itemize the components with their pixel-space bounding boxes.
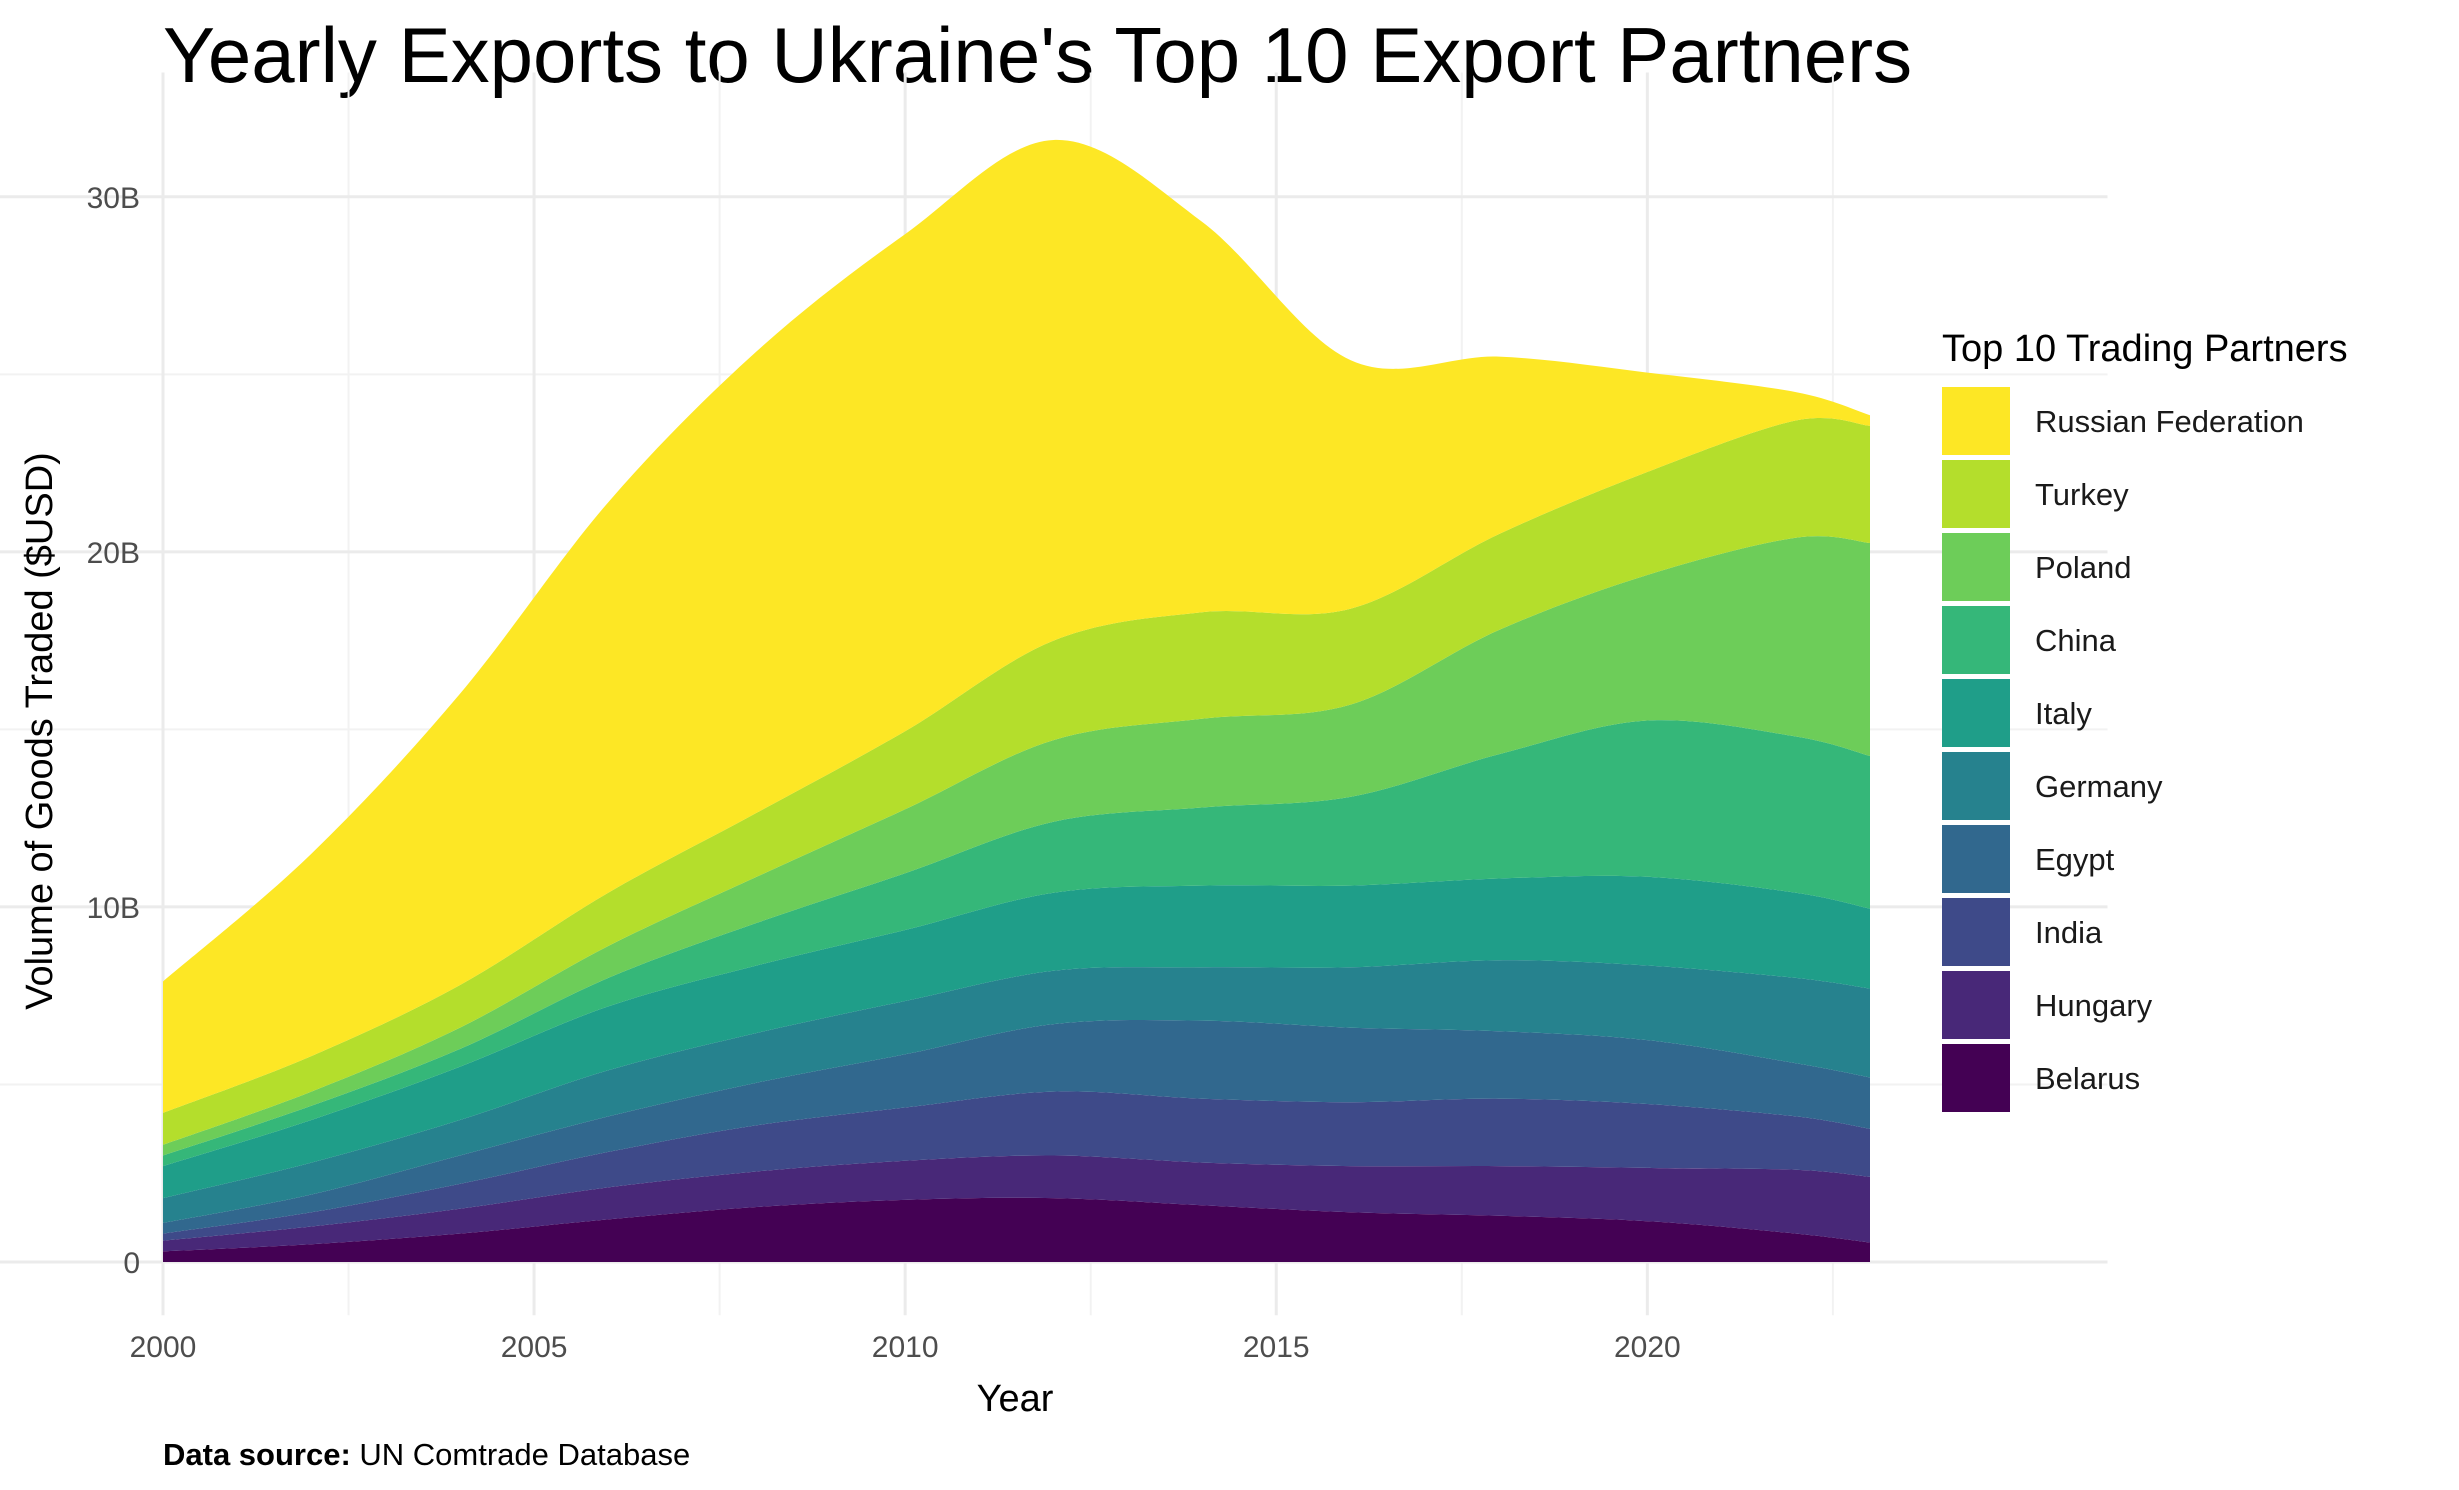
legend-label-india: India [2035,915,2103,950]
x-tick-label: 2005 [501,1331,568,1364]
legend-label-turkey: Turkey [2035,477,2129,512]
legend-swatch-poland [1942,533,2010,601]
legend-swatch-china [1942,606,2010,674]
y-tick-label: 30B [87,182,140,215]
area-poland [163,536,1870,1156]
legend-swatch-italy [1942,679,2010,747]
legend-title: Top 10 Trading Partners [1942,328,2348,370]
area-russian-federation [163,139,1870,1113]
legend-label-hungary: Hungary [2035,988,2153,1023]
legend-swatch-india [1942,898,2010,966]
y-tick-label: 10B [87,892,140,925]
area-egypt [163,1019,1870,1234]
x-tick-label: 2015 [1243,1331,1310,1364]
legend-label-belarus: Belarus [2035,1061,2140,1096]
data-source-note: Data source: UN Comtrade Database [163,1437,690,1472]
y-axis-title: Volume of Goods Traded ($USD) [19,452,61,1010]
area-hungary [163,1155,1870,1252]
chart-title: Yearly Exports to Ukraine's Top 10 Expor… [163,11,1912,99]
legend-swatch-russian-federation [1942,387,2010,455]
legend-label-poland: Poland [2035,550,2132,585]
y-tick-label: 20B [87,537,140,570]
legend-label-russian-federation: Russian Federation [2035,404,2304,439]
x-tick-label: 2000 [130,1331,197,1364]
legend-label-germany: Germany [2035,769,2163,804]
y-tick-label: 0 [123,1247,140,1280]
legend-label-egypt: Egypt [2035,842,2115,877]
x-tick-label: 2010 [872,1331,939,1364]
legend-label-china: China [2035,623,2117,658]
area-italy [163,875,1870,1199]
legend: Russian Federation Turkey Poland China Italy… [1942,387,2304,1112]
x-axis-title: Year [977,1378,1054,1420]
area-turkey [163,417,1870,1145]
legend-swatch-turkey [1942,460,2010,528]
data-source-label: Data source: [163,1437,351,1472]
y-axis-ticks: 0 10B 20B 30B [87,182,140,1280]
x-tick-label: 2020 [1614,1331,1681,1364]
area-china [163,720,1870,1167]
legend-swatch-germany [1942,752,2010,820]
area-layers [163,139,1870,1262]
legend-label-italy: Italy [2035,696,2092,731]
legend-swatch-belarus [1942,1044,2010,1112]
area-india [163,1091,1870,1241]
x-axis-ticks: 2000 2005 2010 2015 2020 [130,1331,1681,1364]
area-belarus [163,1197,1870,1262]
legend-swatch-hungary [1942,971,2010,1039]
data-source-text: UN Comtrade Database [351,1437,690,1472]
legend-swatch-egypt [1942,825,2010,893]
area-germany [163,960,1870,1223]
